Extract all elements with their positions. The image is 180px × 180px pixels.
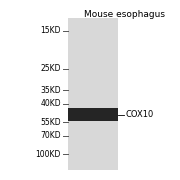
Text: COX10: COX10 — [126, 110, 154, 119]
Bar — [68, 18, 118, 170]
Text: 25KD: 25KD — [40, 64, 61, 73]
Text: 40KD: 40KD — [40, 99, 61, 108]
Text: Mouse esophagus: Mouse esophagus — [84, 10, 165, 19]
Text: 55KD: 55KD — [40, 118, 61, 127]
Bar — [68, 108, 118, 121]
Text: 35KD: 35KD — [40, 86, 61, 95]
Text: 15KD: 15KD — [40, 26, 61, 35]
Text: 70KD: 70KD — [40, 131, 61, 140]
Text: 100KD: 100KD — [36, 150, 61, 159]
